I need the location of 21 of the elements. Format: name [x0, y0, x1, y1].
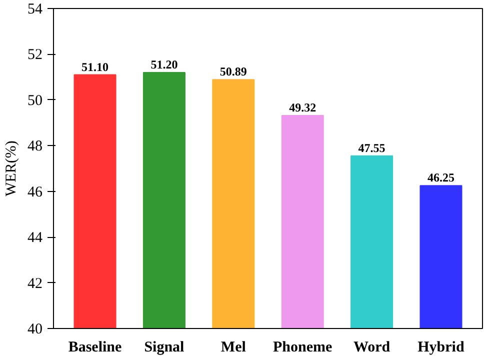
y-tick-label: 44	[28, 230, 43, 246]
data-label: 51.10	[82, 60, 109, 74]
x-tick-label: Phoneme	[273, 340, 333, 356]
y-tick-label: 46	[28, 184, 43, 200]
data-label: 50.89	[220, 64, 247, 79]
y-tick-label: 50	[28, 92, 42, 109]
y-tick-label: 48	[28, 138, 42, 155]
y-tick-label: 40	[28, 322, 42, 338]
x-tick-label: Signal	[144, 340, 184, 356]
y-axis-title: WER(%)	[4, 140, 20, 196]
y-tick-label: 42	[28, 276, 42, 292]
data-label: 47.55	[358, 140, 386, 155]
y-tick-label: 52	[28, 47, 42, 64]
x-tick-label: Word	[353, 340, 391, 356]
data-label: 49.32	[289, 100, 316, 114]
data-label: 46.25	[427, 170, 454, 185]
x-tick-label: Baseline	[68, 340, 122, 356]
data-label: 51.20	[150, 58, 178, 72]
x-tick-label: Hybrid	[418, 340, 465, 356]
y-tick-label: 54	[28, 2, 43, 18]
x-tick-label: Mel	[220, 340, 246, 356]
